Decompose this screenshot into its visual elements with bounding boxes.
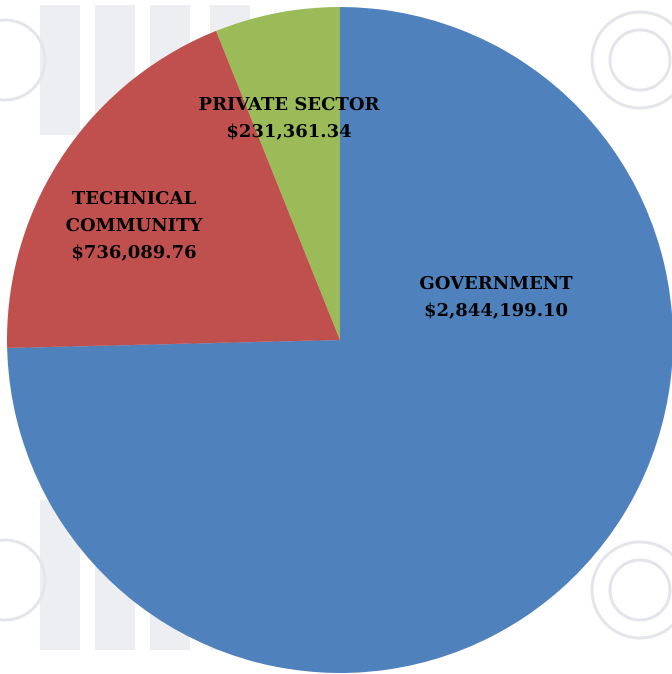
pie-slice-technical-community: [7, 30, 340, 348]
slice-value-label: $736,089.76: [71, 242, 196, 263]
slice-name-label: COMMUNITY: [66, 215, 204, 236]
slice-label-government: GOVERNMENT $2,844,199.10: [419, 273, 573, 321]
slice-label-private-sector: PRIVATE SECTOR $231,361.34: [199, 94, 381, 142]
pie-labels: GOVERNMENT $2,844,199.10 TECHNICAL COMMUNIT…: [66, 94, 574, 321]
slice-value-label: $2,844,199.10: [424, 300, 568, 321]
slice-name-label: TECHNICAL: [72, 188, 197, 209]
pie-slice-private-sector: [216, 7, 340, 340]
pie-slice-government: [7, 7, 672, 673]
pie-slices: [7, 7, 672, 673]
slice-name-label: GOVERNMENT: [419, 273, 573, 294]
slice-label-technical-community: TECHNICAL COMMUNITY $736,089.76: [66, 188, 204, 263]
slice-name-label: PRIVATE SECTOR: [199, 94, 381, 115]
un-emblem-icon: [0, 10, 672, 640]
slice-value-label: $231,361.34: [226, 121, 351, 142]
